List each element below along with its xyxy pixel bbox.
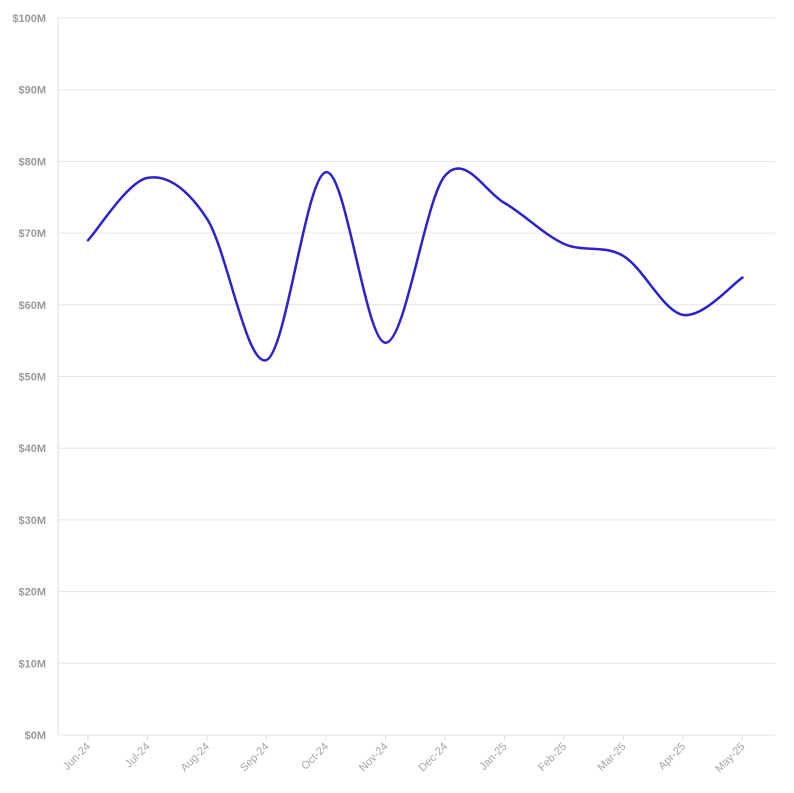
x-tick-label: Oct-24	[299, 741, 331, 773]
data-point	[561, 241, 567, 247]
y-tick-label: $50M	[18, 372, 46, 384]
data-point	[680, 312, 686, 318]
y-axis: $0M $10M $20M $30M $40M $50M $60M $70M $80M $90M $…	[12, 13, 59, 742]
gridlines	[58, 17, 775, 736]
data-point	[264, 357, 270, 363]
series-layer	[85, 167, 746, 363]
x-tick-label: Jul-24	[123, 741, 153, 771]
data-point	[383, 340, 389, 346]
x-tick-label: Jun-24	[61, 741, 93, 773]
y-tick-label: $10M	[18, 658, 46, 670]
series-line	[86, 167, 744, 362]
data-point	[621, 253, 627, 259]
x-tick-label: Mar-25	[595, 741, 628, 774]
data-point	[323, 169, 329, 175]
data-point	[442, 173, 448, 179]
y-tick-label: $20M	[18, 587, 46, 599]
y-tick-label: $70M	[18, 228, 46, 240]
x-tick-label: Dec-24	[417, 741, 451, 775]
data-point	[740, 275, 746, 281]
x-tick-label: Feb-25	[536, 741, 569, 774]
y-tick-label: $40M	[18, 443, 46, 455]
x-tick-label: Sep-24	[238, 741, 272, 775]
y-tick-label: $60M	[18, 300, 46, 312]
data-point	[85, 237, 91, 243]
y-tick-label: $100M	[12, 13, 46, 25]
x-tick-label: Aug-24	[179, 741, 213, 775]
y-tick-label: $30M	[18, 515, 46, 527]
data-point	[145, 175, 151, 181]
x-tick-label: May-25	[713, 741, 747, 775]
data-point	[204, 216, 210, 222]
y-tick-label: $80M	[18, 156, 46, 168]
y-tick-label: $0M	[25, 730, 46, 742]
data-point	[502, 200, 508, 206]
y-tick-label: $90M	[18, 85, 46, 97]
x-tick-label: Apr-25	[656, 741, 688, 773]
x-tick-label: Jan-25	[477, 741, 509, 773]
x-tick-label: Nov-24	[357, 741, 391, 775]
x-axis: Jun-24 Jul-24 Aug-24 Sep-24 Oct-24 Nov-24 Dec-…	[61, 735, 748, 775]
